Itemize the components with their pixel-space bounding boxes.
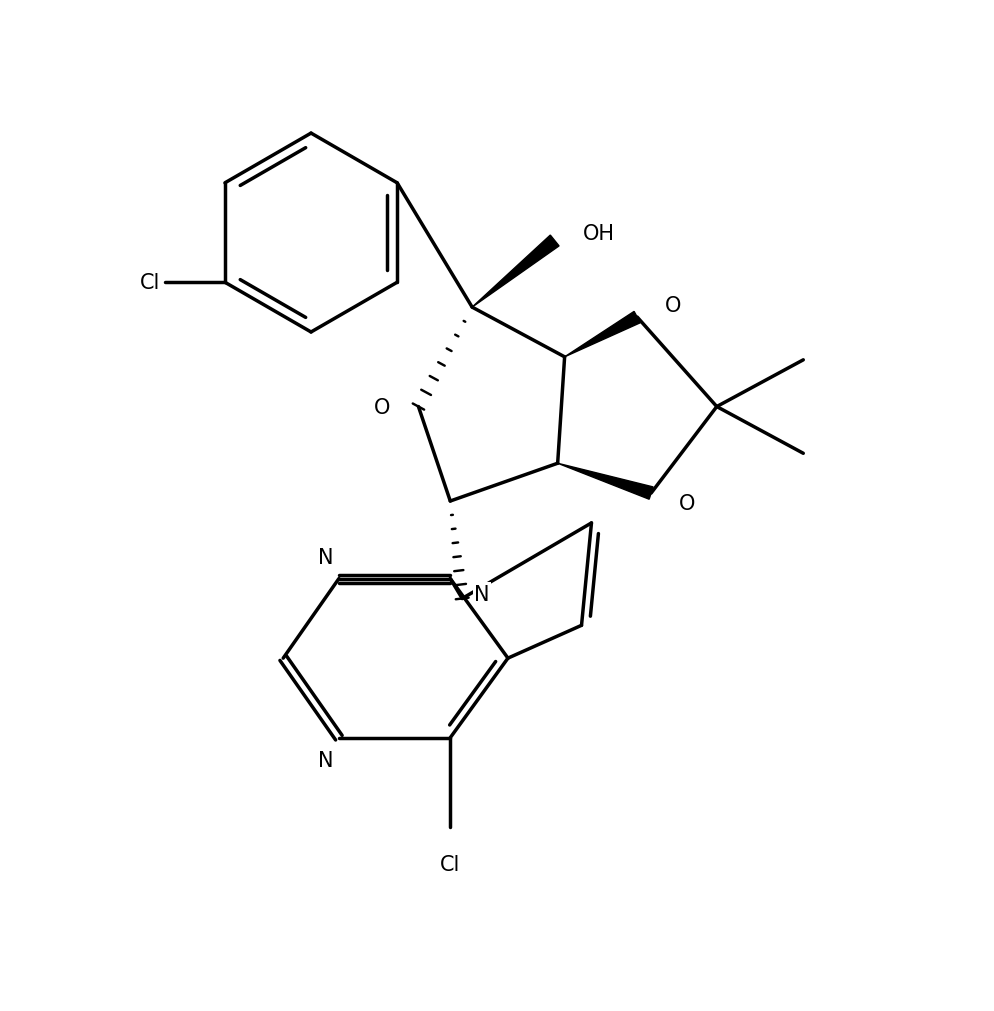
Text: N: N [474, 584, 490, 604]
Polygon shape [565, 312, 640, 358]
Text: OH: OH [582, 223, 614, 244]
Polygon shape [472, 236, 559, 307]
Text: N: N [318, 750, 334, 769]
Text: Cl: Cl [440, 854, 460, 875]
Text: Cl: Cl [140, 273, 160, 293]
Text: N: N [318, 547, 334, 567]
Text: O: O [679, 493, 696, 514]
Polygon shape [558, 464, 653, 499]
Text: O: O [665, 296, 682, 315]
Text: O: O [374, 397, 391, 418]
